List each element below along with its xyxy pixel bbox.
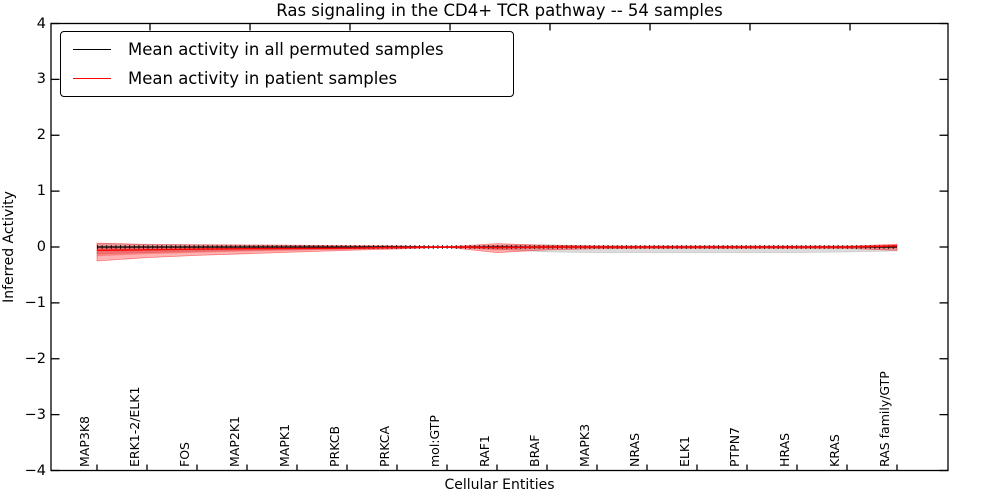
x-axis-title: Cellular Entities [444, 477, 555, 493]
y-tick-label: 1 [36, 183, 46, 200]
x-tick-label: MAPK1 [276, 423, 292, 467]
permuted-std-band [96, 243, 898, 255]
x-tick-label: RAF1 [476, 435, 492, 467]
y-tick-label: −4 [24, 462, 46, 479]
legend-item-permuted: Mean activity in all permuted samples [61, 35, 513, 64]
y-tick-label: −3 [24, 406, 46, 423]
y-tick-label: 3 [36, 71, 46, 88]
legend-item-patient: Mean activity in patient samples [61, 64, 513, 93]
x-tick-label: RAS family/GTP [876, 371, 892, 467]
x-tick-label: NRAS [626, 432, 642, 467]
legend-label-patient: Mean activity in patient samples [128, 69, 398, 88]
x-tick-label: KRAS [826, 434, 842, 467]
x-tick-label: BRAF [526, 434, 542, 468]
x-tick-label: MAP2K1 [226, 416, 242, 467]
x-tick-label: FOS [176, 442, 192, 467]
patient-mean-line [96, 245, 898, 252]
x-tick-label: PTPN7 [726, 426, 742, 467]
x-tick-label: ELK1 [676, 435, 692, 467]
y-tick-label: −2 [24, 350, 46, 367]
x-tick-label: MAPK3 [576, 423, 592, 467]
x-tick-label: PRKCB [326, 425, 342, 467]
legend-label-permuted: Mean activity in all permuted samples [128, 40, 444, 59]
patient-line-swatch [73, 78, 111, 79]
y-tick-label: 2 [36, 127, 46, 144]
x-tick-label: mol:GTP [426, 415, 442, 467]
x-tick-label: HRAS [776, 432, 792, 467]
x-tick-label: MAP3K8 [76, 416, 92, 467]
y-tick-label: 0 [36, 239, 46, 255]
y-tick-label: 4 [36, 15, 46, 32]
permuted-line-swatch [73, 49, 111, 50]
x-tick-label: PRKCA [376, 425, 392, 467]
y-tick-label: −1 [24, 294, 46, 311]
legend: Mean activity in all permuted samples Me… [60, 31, 514, 97]
chart-title: Ras signaling in the CD4+ TCR pathway --… [276, 1, 723, 20]
x-tick-label: ERK1-2/ELK1 [126, 386, 142, 467]
